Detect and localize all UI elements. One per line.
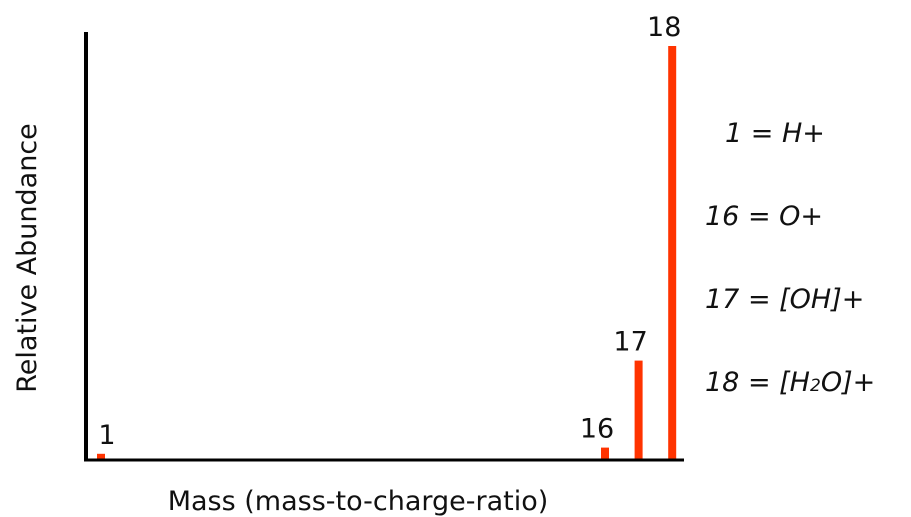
bar-label-16: 16 bbox=[580, 414, 614, 445]
bar-mz-17 bbox=[634, 360, 643, 460]
bar-labels-group: 1 16 17 18 bbox=[98, 12, 681, 451]
bar-mz-18 bbox=[668, 46, 677, 460]
legend-item-17: 17 = [OH]+ bbox=[705, 284, 864, 315]
legend-item-18-subscript: 2 bbox=[810, 376, 821, 396]
bar-label-18: 18 bbox=[647, 12, 681, 43]
bar-mz-1 bbox=[97, 453, 105, 460]
x-axis-label: Mass (mass-to-charge-ratio) bbox=[168, 486, 549, 517]
legend-item-16: 16 = O+ bbox=[705, 201, 823, 232]
bar-mz-16 bbox=[601, 447, 609, 460]
bar-label-17: 17 bbox=[613, 327, 647, 358]
bars-group bbox=[97, 46, 677, 460]
bar-label-1: 1 bbox=[98, 420, 115, 451]
legend-item-18-prefix: 18 = [H bbox=[705, 367, 810, 398]
legend-item-18: 18 = [H2O]+ bbox=[705, 367, 875, 398]
legend-item-1: 1 = H+ bbox=[725, 118, 825, 149]
legend-item-18-suffix: O]+ bbox=[821, 367, 875, 398]
y-axis-label: Relative Abundance bbox=[12, 123, 43, 393]
legend: 1 = H+ 16 = O+ 17 = [OH]+ 18 = [H2O]+ bbox=[705, 118, 875, 398]
